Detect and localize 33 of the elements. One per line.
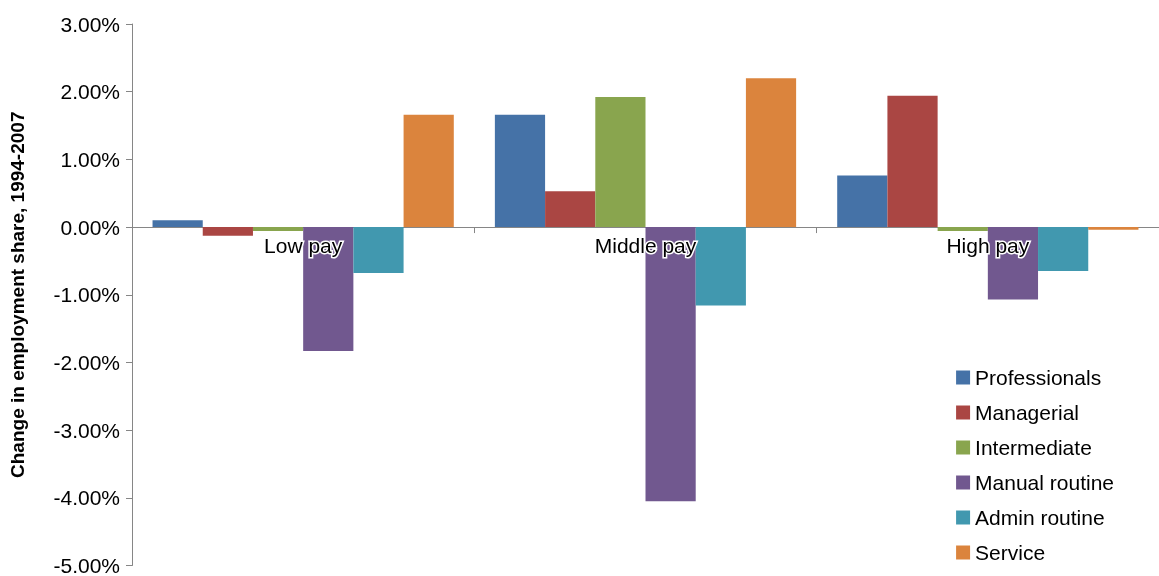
y-tick-label: -3.00%: [53, 418, 120, 442]
legend-label: Professionals: [975, 366, 1102, 389]
y-axis-title: Change in employment share, 1994-2007: [7, 111, 28, 478]
bar: [202, 227, 253, 236]
bar: [745, 78, 797, 228]
legend-label: Managerial: [975, 401, 1079, 424]
y-tick-label: -4.00%: [53, 486, 120, 510]
bar: [937, 227, 988, 232]
y-tick-label: 3.00%: [60, 12, 120, 36]
legend-label: Service: [975, 541, 1046, 564]
bar: [1038, 227, 1089, 272]
y-tick-label: -1.00%: [53, 283, 120, 307]
y-tick-label: 1.00%: [60, 147, 120, 171]
bar: [595, 97, 646, 228]
bar: [152, 220, 203, 228]
bar: [494, 114, 546, 228]
y-tick-label: -5.00%: [53, 554, 120, 576]
bar: [303, 227, 354, 351]
bar: [695, 227, 746, 306]
bar: [252, 227, 304, 232]
y-tick-label: 0.00%: [60, 215, 120, 239]
legend-label: Manual routine: [975, 471, 1114, 494]
legend-label: Admin routine: [975, 506, 1105, 529]
legend-label: Intermediate: [975, 436, 1092, 459]
y-tick-label: -2.00%: [53, 350, 120, 374]
bar: [353, 227, 404, 274]
bar: [837, 175, 888, 228]
bar: [545, 191, 596, 228]
y-tick-label: 2.00%: [60, 80, 120, 104]
bar: [403, 114, 454, 228]
bar: [1088, 227, 1139, 230]
bar: [887, 95, 938, 228]
x-tick-label: Low pay: [264, 234, 343, 258]
